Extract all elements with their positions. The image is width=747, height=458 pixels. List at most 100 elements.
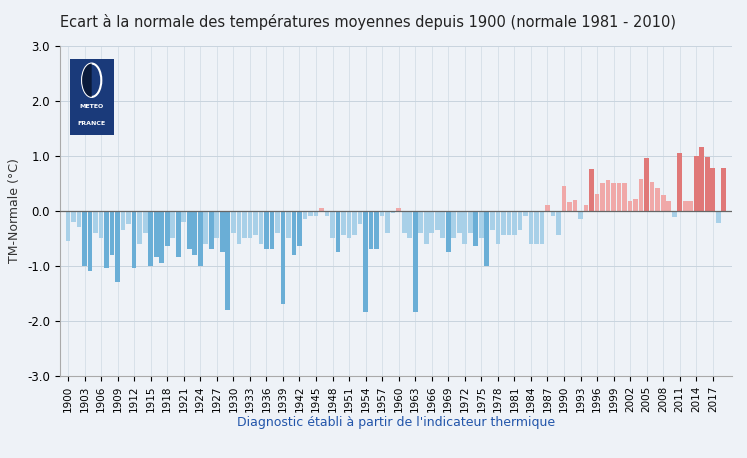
Bar bbox=[99, 211, 103, 238]
Bar bbox=[545, 205, 550, 211]
Bar bbox=[105, 211, 109, 268]
Bar bbox=[93, 211, 98, 233]
Bar bbox=[523, 211, 527, 216]
Bar bbox=[485, 211, 489, 266]
Bar bbox=[297, 211, 302, 246]
Bar bbox=[291, 211, 297, 255]
Bar bbox=[209, 211, 214, 249]
Bar bbox=[358, 211, 362, 224]
Bar bbox=[270, 211, 274, 249]
Bar bbox=[589, 169, 594, 211]
Bar bbox=[573, 200, 577, 211]
Bar bbox=[441, 211, 445, 238]
Bar bbox=[374, 211, 379, 249]
Bar bbox=[710, 168, 715, 211]
Bar bbox=[341, 211, 346, 235]
Bar bbox=[578, 211, 583, 219]
Bar bbox=[601, 183, 605, 211]
Bar bbox=[551, 211, 555, 216]
Bar bbox=[121, 211, 125, 230]
Bar bbox=[110, 211, 114, 255]
Bar bbox=[385, 211, 390, 233]
Bar bbox=[82, 211, 87, 266]
Bar bbox=[391, 211, 395, 213]
Bar bbox=[264, 211, 269, 249]
Bar bbox=[77, 211, 81, 227]
Bar bbox=[402, 211, 406, 233]
Bar bbox=[325, 211, 329, 216]
Bar bbox=[242, 211, 247, 238]
Bar bbox=[627, 201, 633, 211]
Bar bbox=[165, 211, 170, 246]
Bar bbox=[435, 211, 439, 230]
Bar bbox=[645, 158, 649, 211]
Bar bbox=[418, 211, 423, 233]
Bar bbox=[518, 211, 522, 230]
Bar bbox=[495, 211, 500, 244]
Bar bbox=[661, 195, 666, 211]
Bar bbox=[71, 211, 76, 222]
Bar bbox=[622, 183, 627, 211]
X-axis label: Diagnostic établi à partir de l'indicateur thermique: Diagnostic établi à partir de l'indicate… bbox=[237, 416, 555, 429]
Bar bbox=[187, 211, 191, 249]
Bar bbox=[115, 211, 120, 282]
Bar bbox=[468, 211, 473, 233]
Bar bbox=[474, 211, 478, 246]
Bar bbox=[281, 211, 285, 304]
Bar bbox=[655, 188, 660, 211]
Bar bbox=[534, 211, 539, 244]
Bar bbox=[716, 211, 721, 223]
Bar bbox=[683, 201, 687, 211]
Bar bbox=[506, 211, 511, 235]
Bar bbox=[247, 211, 252, 238]
Bar bbox=[512, 211, 517, 235]
Y-axis label: TM-Normale (°C): TM-Normale (°C) bbox=[8, 158, 22, 263]
Bar bbox=[650, 182, 654, 211]
Bar bbox=[154, 211, 158, 257]
Bar bbox=[694, 156, 698, 211]
Bar bbox=[379, 211, 385, 216]
Bar bbox=[314, 211, 318, 216]
Bar bbox=[159, 211, 164, 263]
Bar bbox=[237, 211, 241, 244]
Bar bbox=[583, 205, 589, 211]
Bar bbox=[275, 211, 280, 233]
Bar bbox=[220, 211, 225, 252]
Bar bbox=[617, 183, 622, 211]
Bar bbox=[539, 211, 545, 244]
Bar bbox=[606, 180, 610, 211]
Bar bbox=[214, 211, 219, 238]
Bar bbox=[258, 211, 263, 244]
Bar bbox=[639, 180, 643, 211]
Bar bbox=[286, 211, 291, 238]
Bar bbox=[226, 211, 230, 310]
Bar bbox=[567, 202, 572, 211]
Bar bbox=[149, 211, 153, 266]
Bar bbox=[424, 211, 429, 244]
Bar bbox=[363, 211, 368, 312]
Bar bbox=[353, 211, 357, 235]
Bar bbox=[170, 211, 175, 238]
Bar bbox=[198, 211, 202, 266]
Bar bbox=[66, 211, 70, 241]
Bar bbox=[678, 153, 682, 211]
Bar bbox=[87, 211, 93, 271]
Bar bbox=[231, 211, 236, 233]
Bar bbox=[705, 157, 710, 211]
Bar bbox=[407, 211, 412, 238]
Bar bbox=[131, 211, 137, 268]
Bar bbox=[413, 211, 418, 312]
Bar bbox=[347, 211, 351, 238]
Bar bbox=[143, 211, 147, 233]
Bar bbox=[462, 211, 467, 244]
Bar bbox=[722, 168, 726, 211]
Bar bbox=[611, 183, 616, 211]
Bar bbox=[672, 211, 677, 217]
Text: Ecart à la normale des températures moyennes depuis 1900 (normale 1981 - 2010): Ecart à la normale des températures moye… bbox=[60, 14, 676, 30]
Bar bbox=[699, 147, 704, 211]
Bar bbox=[479, 211, 483, 238]
Bar bbox=[137, 211, 142, 244]
Bar bbox=[562, 186, 566, 211]
Bar bbox=[330, 211, 335, 238]
Bar bbox=[529, 211, 533, 244]
